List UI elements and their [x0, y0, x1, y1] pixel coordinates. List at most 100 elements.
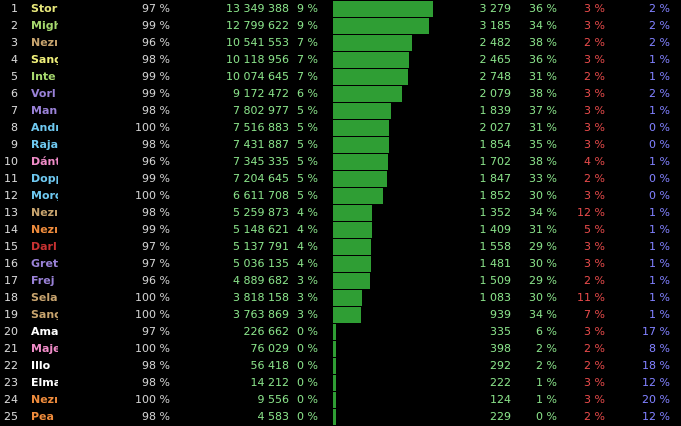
miss-percent: 1 % [649, 257, 670, 270]
table-row[interactable]: 4 Sanç 98 % 10 118 956 7 % 2 465 36 % 3 % 1 % [0, 51, 681, 68]
activity-percent: 98 % [142, 376, 170, 389]
activity-percent: 97 % [142, 240, 170, 253]
player-name[interactable]: Nezı [31, 223, 58, 236]
player-name[interactable]: Nezı [31, 393, 58, 406]
player-name[interactable]: Nezı [31, 36, 58, 49]
damage-bar [333, 103, 391, 119]
hit-rate: 33 % [529, 172, 557, 185]
player-name[interactable]: Andı [31, 121, 58, 134]
table-row[interactable]: 8 Andı 100 % 7 516 883 5 % 2 027 31 % 3 % 0 % [0, 119, 681, 136]
table-row[interactable]: 17 Frej 96 % 4 889 682 3 % 1 509 29 % 2 % 1 % [0, 272, 681, 289]
player-name[interactable]: Man [31, 104, 58, 117]
table-row[interactable]: 20 Ama 97 % 226 662 0 % 335 6 % 3 % 17 % [0, 323, 681, 340]
activity-percent: 98 % [142, 410, 170, 423]
damage-bar [333, 358, 336, 374]
rank-number: 4 [11, 53, 18, 66]
player-name[interactable]: Sela [31, 291, 58, 304]
player-name[interactable]: Pea [31, 410, 54, 423]
crit-percent: 2 % [584, 274, 605, 287]
player-name[interactable]: Elma [31, 376, 58, 389]
table-row[interactable]: 6 Vorl 99 % 9 172 472 6 % 2 079 38 % 3 % 2 % [0, 85, 681, 102]
hit-rate: 30 % [529, 189, 557, 202]
player-name[interactable]: Inte [31, 70, 56, 83]
damage-share: 4 % [297, 257, 318, 270]
damage-total: 56 418 [250, 359, 290, 372]
player-name[interactable]: Frej [31, 274, 55, 287]
miss-percent: 18 % [642, 359, 670, 372]
damage-bar [333, 256, 371, 272]
player-name[interactable]: Illo [31, 359, 51, 372]
hit-rate: 36 % [529, 2, 557, 15]
hit-count: 2 748 [479, 70, 512, 83]
player-name[interactable]: Gret [31, 257, 58, 270]
hit-rate: 38 % [529, 36, 557, 49]
player-name[interactable]: Ama [31, 325, 58, 338]
hit-count: 1 839 [479, 104, 512, 117]
damage-total: 5 148 621 [233, 223, 289, 236]
hit-rate: 35 % [529, 138, 557, 151]
damage-share: 0 % [297, 359, 318, 372]
activity-percent: 100 % [135, 308, 170, 321]
miss-percent: 0 % [649, 172, 670, 185]
rank-number: 1 [11, 2, 18, 15]
table-row[interactable]: 9 Raja 98 % 7 431 887 5 % 1 854 35 % 3 % 0 % [0, 136, 681, 153]
table-row[interactable]: 18 Sela 100 % 3 818 158 3 % 1 083 30 % 11 % 1 % [0, 289, 681, 306]
player-name[interactable]: Sanç [31, 308, 58, 321]
table-row[interactable]: 1 Stor 97 % 13 349 388 9 % 3 279 36 % 3 % 2 % [0, 0, 681, 17]
crit-percent: 2 % [584, 70, 605, 83]
damage-share: 3 % [297, 308, 318, 321]
miss-percent: 1 % [649, 53, 670, 66]
table-row[interactable]: 3 Nezı 96 % 10 541 553 7 % 2 482 38 % 2 % 2 % [0, 34, 681, 51]
hit-rate: 36 % [529, 53, 557, 66]
player-name[interactable]: Nezı [31, 206, 58, 219]
activity-percent: 97 % [142, 2, 170, 15]
table-row[interactable]: 16 Gret 97 % 5 036 135 4 % 1 481 30 % 3 % 1 % [0, 255, 681, 272]
table-row[interactable]: 24 Nezı 100 % 9 556 0 % 124 1 % 3 % 20 % [0, 391, 681, 408]
crit-percent: 5 % [584, 223, 605, 236]
table-row[interactable]: 15 Darl 97 % 5 137 791 4 % 1 558 29 % 3 % 1 % [0, 238, 681, 255]
player-name[interactable]: Vorl [31, 87, 56, 100]
table-row[interactable]: 7 Man 98 % 7 802 977 5 % 1 839 37 % 3 % 1 % [0, 102, 681, 119]
hit-count: 229 [490, 410, 511, 423]
table-row[interactable]: 25 Pea 98 % 4 583 0 % 229 0 % 2 % 12 % [0, 408, 681, 425]
table-row[interactable]: 10 Dánt 96 % 7 345 335 5 % 1 702 38 % 4 % 1 % [0, 153, 681, 170]
player-name[interactable]: Sanç [31, 53, 58, 66]
activity-percent: 97 % [142, 257, 170, 270]
crit-percent: 4 % [584, 155, 605, 168]
player-name[interactable]: Dopp [31, 172, 58, 185]
damage-share: 7 % [297, 70, 318, 83]
table-row[interactable]: 13 Nezı 98 % 5 259 873 4 % 1 352 34 % 12 % 1 % [0, 204, 681, 221]
player-name[interactable]: Dánt [31, 155, 58, 168]
rank-number: 20 [4, 325, 18, 338]
player-name[interactable]: Darl [31, 240, 57, 253]
damage-total: 5 259 873 [233, 206, 289, 219]
damage-total: 226 662 [243, 325, 290, 338]
player-name[interactable]: Maje [31, 342, 58, 355]
damage-bar [333, 188, 383, 204]
crit-percent: 3 % [584, 257, 605, 270]
table-row[interactable]: 2 Migh 99 % 12 799 622 9 % 3 185 34 % 3 % 2 % [0, 17, 681, 34]
rank-number: 10 [4, 155, 18, 168]
player-name[interactable]: Raja [31, 138, 58, 151]
damage-bar [333, 86, 402, 102]
player-name[interactable]: Migh [31, 19, 58, 32]
player-name[interactable]: Morç [31, 189, 58, 202]
activity-percent: 96 % [142, 274, 170, 287]
table-row[interactable]: 22 Illo 98 % 56 418 0 % 292 2 % 2 % 18 % [0, 357, 681, 374]
table-row[interactable]: 5 Inte 99 % 10 074 645 7 % 2 748 31 % 2 % 1 % [0, 68, 681, 85]
hit-rate: 29 % [529, 274, 557, 287]
table-row[interactable]: 12 Morç 100 % 6 611 708 5 % 1 852 30 % 3 % 0 % [0, 187, 681, 204]
damage-bar [333, 273, 370, 289]
table-row[interactable]: 21 Maje 100 % 76 029 0 % 398 2 % 2 % 8 % [0, 340, 681, 357]
rank-number: 16 [4, 257, 18, 270]
table-row[interactable]: 14 Nezı 99 % 5 148 621 4 % 1 409 31 % 5 % 1 % [0, 221, 681, 238]
rank-number: 25 [4, 410, 18, 423]
crit-percent: 2 % [584, 172, 605, 185]
damage-bar [333, 290, 362, 306]
player-name[interactable]: Stor [31, 2, 58, 15]
table-row[interactable]: 23 Elma 98 % 14 212 0 % 222 1 % 3 % 12 % [0, 374, 681, 391]
hit-rate: 31 % [529, 223, 557, 236]
rank-number: 21 [4, 342, 18, 355]
table-row[interactable]: 19 Sanç 100 % 3 763 869 3 % 939 34 % 7 % 1 % [0, 306, 681, 323]
table-row[interactable]: 11 Dopp 99 % 7 204 645 5 % 1 847 33 % 2 % 0 % [0, 170, 681, 187]
